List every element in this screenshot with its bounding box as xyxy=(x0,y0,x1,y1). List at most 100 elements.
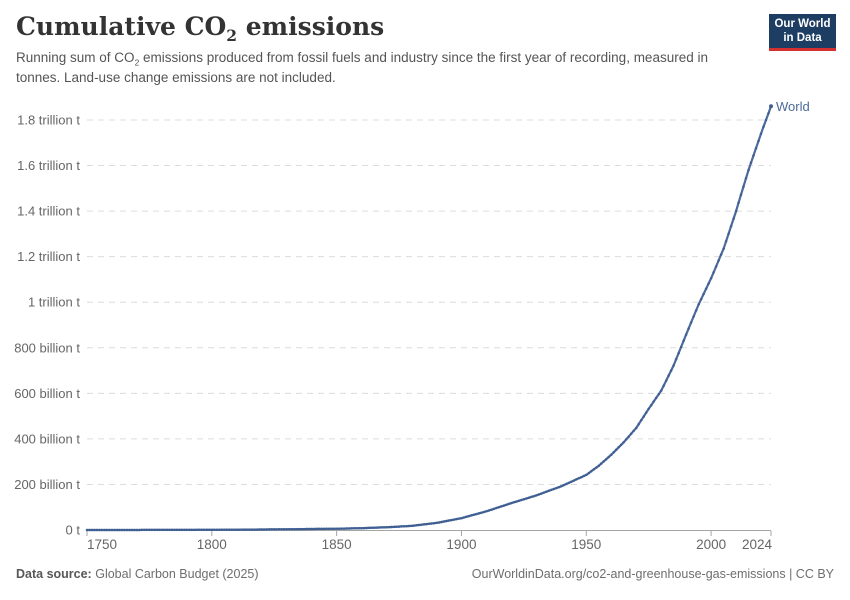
world-series-marker xyxy=(118,528,121,532)
world-series-marker xyxy=(767,111,770,115)
y-axis-tick-label: 800 billion t xyxy=(14,340,80,355)
world-series-marker xyxy=(512,501,516,504)
world-series-marker xyxy=(165,528,169,532)
world-series-marker xyxy=(607,455,610,459)
world-series-marker xyxy=(330,527,333,531)
world-series-marker xyxy=(420,523,423,526)
world-series-marker xyxy=(480,511,483,514)
world-series-marker xyxy=(642,415,645,418)
world-series-marker xyxy=(629,432,633,435)
world-series-marker xyxy=(455,517,458,521)
world-series-marker xyxy=(198,528,201,532)
world-series-marker xyxy=(719,253,723,256)
world-series-marker xyxy=(567,481,571,485)
world-series-marker xyxy=(520,498,523,502)
world-series-line[interactable] xyxy=(85,105,773,532)
world-series-marker xyxy=(739,193,743,196)
series-end-label-world[interactable]: World xyxy=(776,99,810,114)
world-series-marker xyxy=(515,500,518,503)
world-series-marker xyxy=(592,468,596,471)
world-series-marker xyxy=(190,528,194,532)
world-series-marker xyxy=(290,527,293,531)
world-series-marker xyxy=(759,132,763,135)
citation-url[interactable]: OurWorldinData.org/co2-and-greenhouse-ga… xyxy=(471,567,834,581)
world-series-marker xyxy=(397,525,401,528)
world-series-marker xyxy=(692,315,695,318)
owid-logo-line2: in Data xyxy=(783,31,822,44)
world-series-marker xyxy=(530,495,533,499)
world-series-marker xyxy=(622,441,625,444)
world-series-marker xyxy=(707,282,710,285)
world-series-marker xyxy=(228,528,231,531)
world-series-marker xyxy=(609,453,613,457)
world-series-marker xyxy=(460,516,463,520)
world-series-marker xyxy=(744,177,748,180)
world-series-marker xyxy=(737,201,740,205)
world-series-marker xyxy=(762,125,765,129)
world-series-marker xyxy=(632,429,635,433)
world-series-marker xyxy=(769,104,773,109)
world-series-marker xyxy=(547,489,551,493)
world-series-marker xyxy=(347,527,351,530)
world-series-marker xyxy=(764,118,768,122)
world-series-marker xyxy=(727,232,730,235)
world-series-marker xyxy=(300,527,303,531)
world-series-marker xyxy=(654,396,658,400)
world-series-marker xyxy=(664,379,668,382)
world-series-marker xyxy=(412,524,416,527)
owid-logo[interactable]: Our World in Data xyxy=(769,14,836,51)
y-axis-tick-label: 600 billion t xyxy=(14,386,80,401)
chart-title-text: Cumulative CO xyxy=(16,12,227,41)
world-series-marker xyxy=(375,526,378,529)
world-series-marker xyxy=(130,528,134,532)
world-series-marker xyxy=(754,146,758,150)
world-series-marker xyxy=(213,528,216,532)
world-series-marker xyxy=(138,528,141,532)
world-series-marker xyxy=(467,514,471,518)
world-series-marker xyxy=(245,528,249,531)
world-series-marker xyxy=(302,527,306,531)
world-series-marker xyxy=(540,492,543,495)
world-series-marker xyxy=(565,482,568,486)
x-axis-tick-label: 1750 xyxy=(87,537,117,552)
world-series-marker xyxy=(475,512,478,516)
world-series-marker xyxy=(492,507,496,511)
world-series-marker xyxy=(200,528,204,532)
world-series-marker xyxy=(575,478,578,481)
world-series-marker xyxy=(320,527,323,531)
world-series-marker xyxy=(557,485,561,489)
world-series-marker xyxy=(497,505,501,509)
world-series-marker xyxy=(582,474,586,478)
world-series-marker xyxy=(312,527,316,531)
world-series-marker xyxy=(367,526,371,530)
world-series-marker xyxy=(614,448,618,452)
world-series-marker xyxy=(599,462,603,465)
world-series-marker xyxy=(233,528,236,531)
world-series-marker xyxy=(260,528,263,531)
world-series-marker xyxy=(173,528,176,532)
world-series-marker xyxy=(729,224,733,228)
world-series-marker xyxy=(255,528,259,531)
world-series-marker xyxy=(387,525,391,529)
world-series-marker xyxy=(595,466,598,469)
world-series-marker xyxy=(153,528,156,532)
world-series-marker xyxy=(168,528,171,532)
world-series-marker xyxy=(148,528,151,532)
chart-title-subscript: 2 xyxy=(226,26,238,45)
world-series-marker xyxy=(95,528,99,532)
world-series-marker xyxy=(128,528,131,532)
world-series-marker xyxy=(580,475,583,479)
world-series-marker xyxy=(140,528,144,532)
world-series-marker xyxy=(230,528,234,531)
world-series-marker xyxy=(280,528,283,531)
world-series-marker xyxy=(430,522,433,525)
world-series-marker xyxy=(604,457,608,461)
world-series-marker xyxy=(749,161,753,165)
world-series-marker xyxy=(392,525,396,529)
world-series-marker xyxy=(158,528,161,532)
world-series-marker xyxy=(417,523,421,527)
world-series-marker xyxy=(365,526,368,530)
world-series-marker xyxy=(462,516,466,519)
world-series-marker xyxy=(170,528,174,532)
